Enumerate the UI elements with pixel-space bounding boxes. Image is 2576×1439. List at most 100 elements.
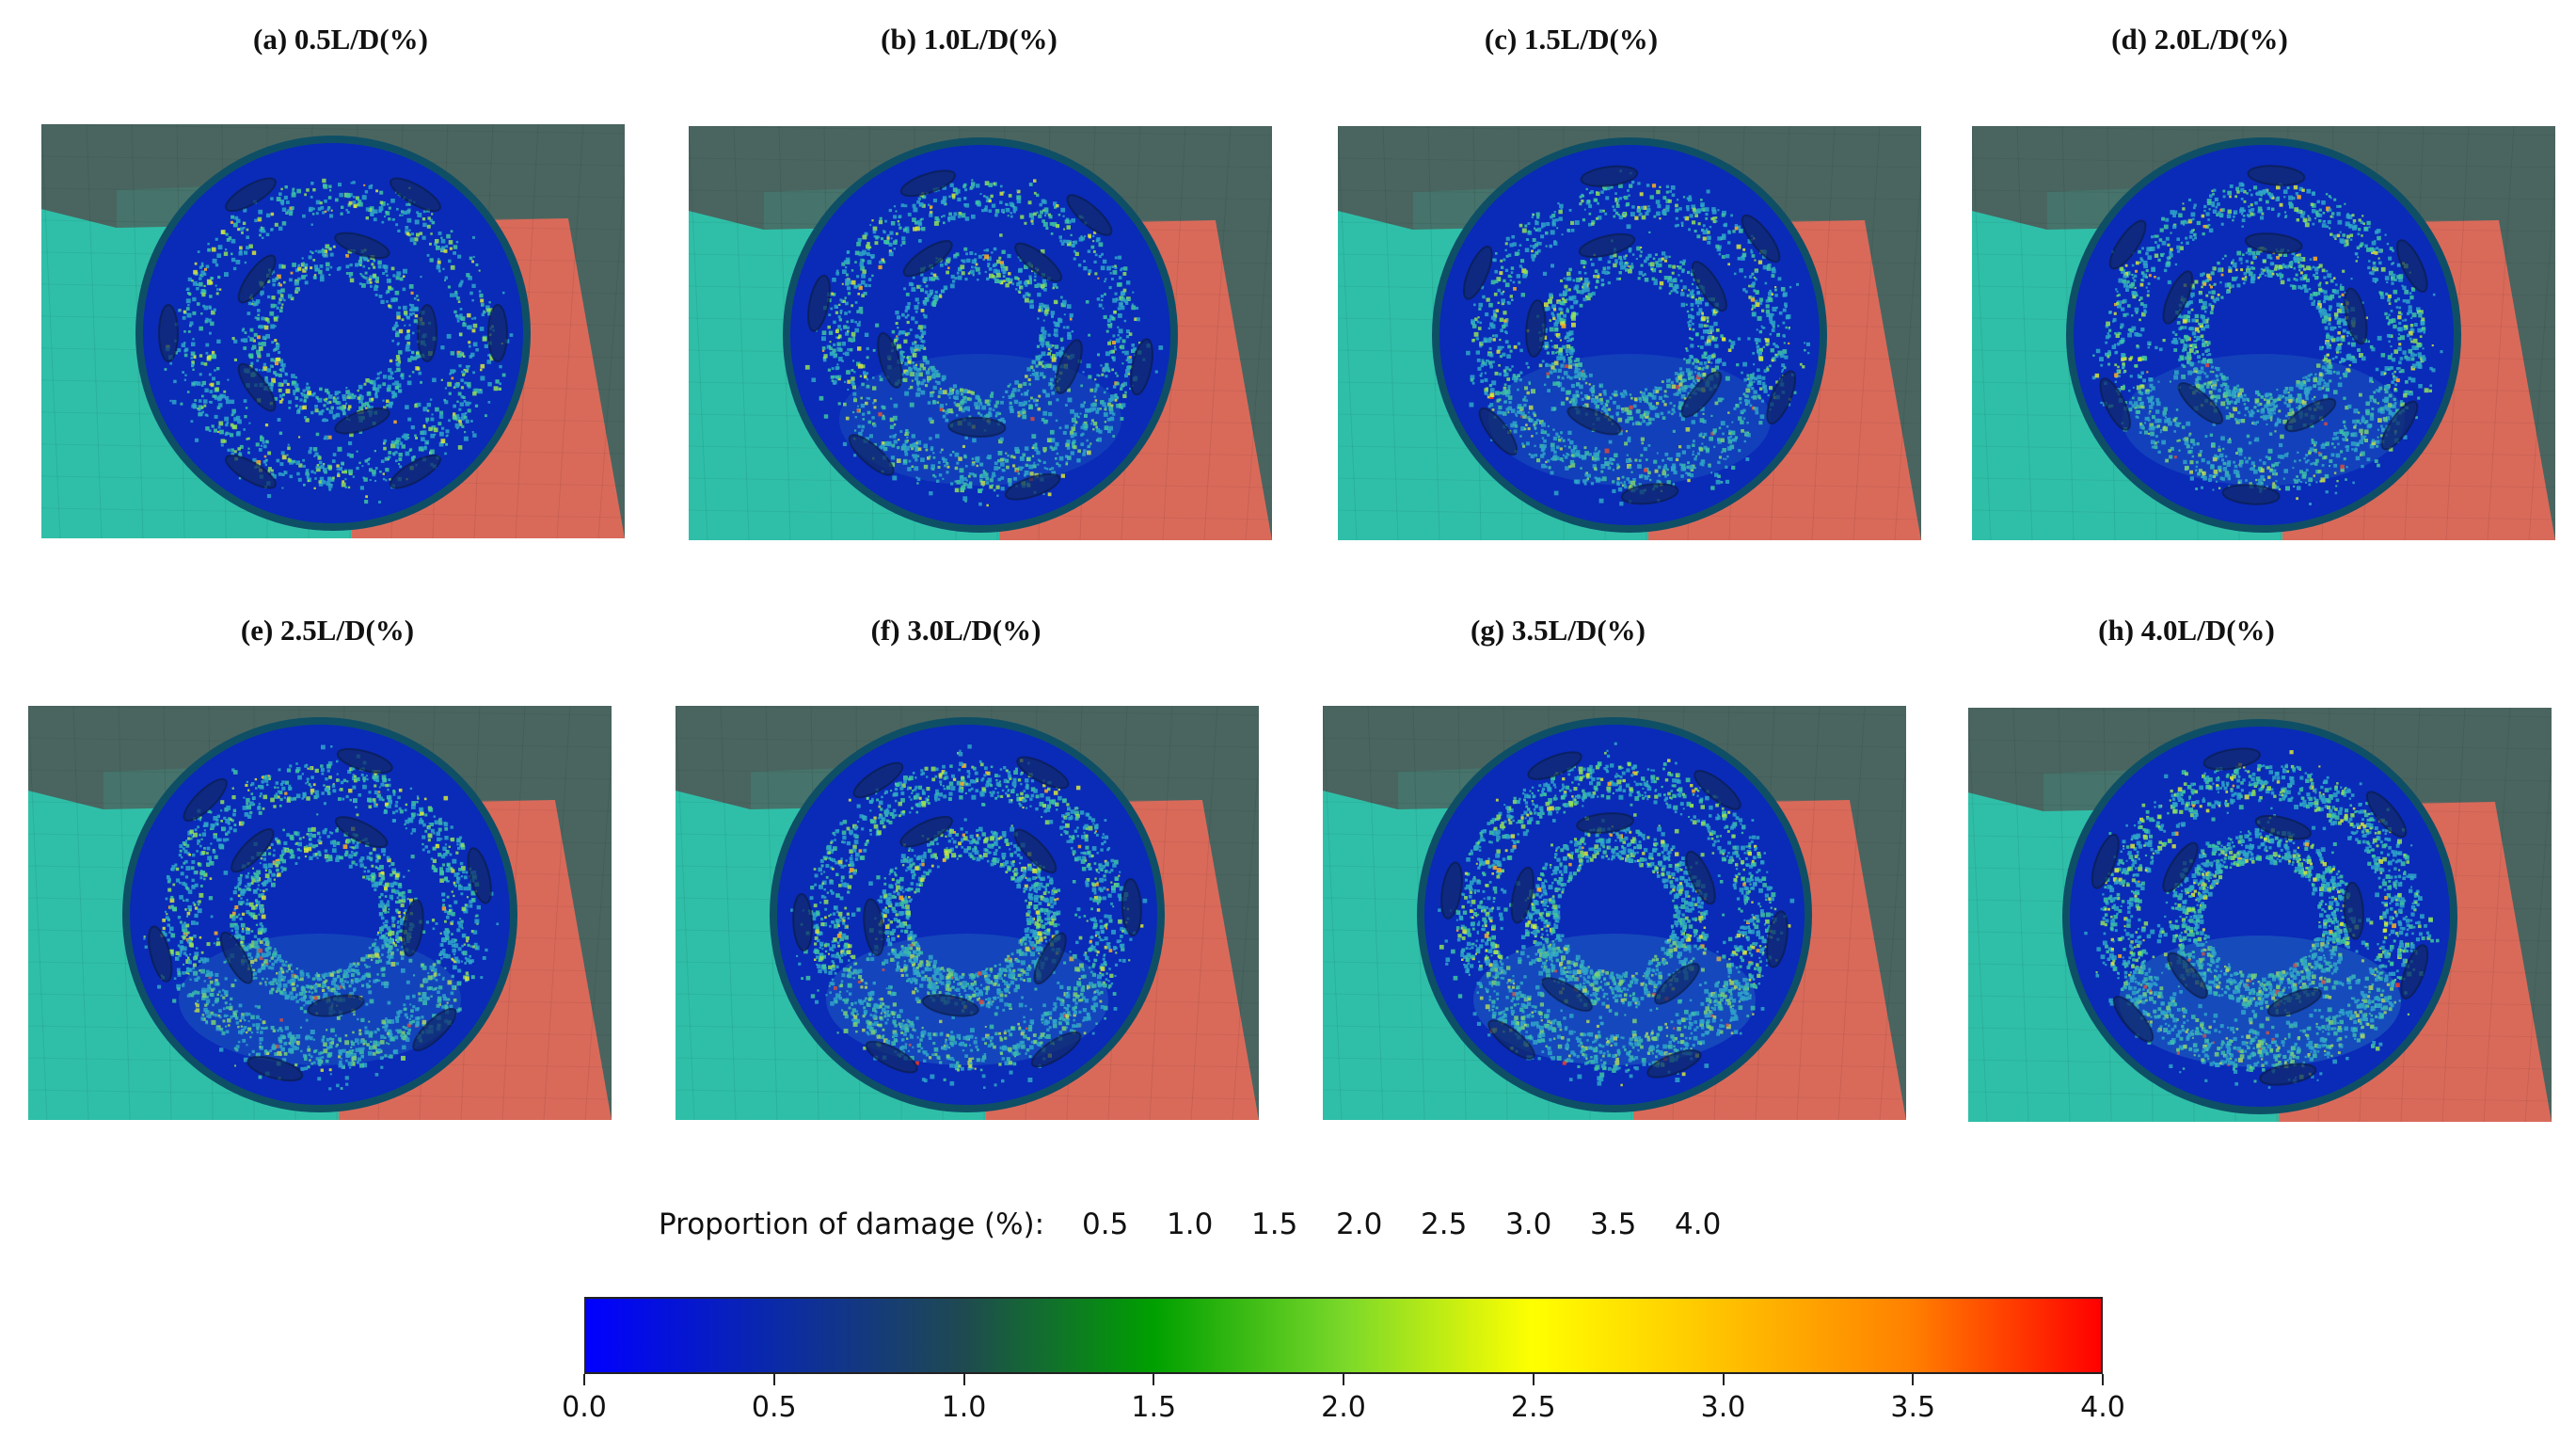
- loading-pad: [1030, 1031, 1082, 1068]
- loading-pad: [1478, 407, 1519, 456]
- loading-pad: [848, 434, 895, 476]
- loading-pad: [1654, 962, 1700, 1005]
- loading-pad: [1510, 866, 1534, 924]
- simulation-panel-e: [28, 706, 612, 1120]
- loading-pad: [807, 274, 831, 332]
- loading-pad: [947, 416, 1007, 438]
- simulation-panel-f: [676, 706, 1259, 1120]
- loading-pad: [334, 816, 389, 849]
- loading-pad: [1004, 472, 1061, 501]
- loading-pad: [158, 304, 179, 362]
- loading-pad: [2162, 270, 2194, 325]
- loading-pad: [390, 177, 441, 213]
- colorbar-tick-mark: [1532, 1374, 1534, 1385]
- loading-pad: [1054, 339, 1083, 394]
- loading-pad: [183, 777, 228, 823]
- simulation-panel-g: [1323, 706, 1906, 1120]
- colorbar-tick-label: 2.0: [1321, 1391, 1366, 1424]
- loading-pad: [1014, 242, 1063, 282]
- loading-pad: [390, 454, 441, 489]
- loading-pad: [417, 304, 437, 362]
- loading-pad: [225, 454, 277, 489]
- colorbar-tick-mark: [1153, 1374, 1155, 1385]
- panel-title-c: (c) 1.5L/D(%): [1484, 23, 1659, 56]
- loading-pad: [2400, 944, 2429, 1000]
- loading-pad: [231, 828, 275, 873]
- legend-value: 1.5: [1251, 1207, 1298, 1241]
- loading-pad: [899, 169, 957, 198]
- loading-pad: [2344, 287, 2368, 345]
- loading-pad: [402, 899, 424, 957]
- panel-title-h: (h) 4.0L/D(%): [2098, 614, 2275, 647]
- loading-pad: [1580, 165, 1639, 187]
- loading-pad: [1527, 751, 1582, 780]
- loading-pad: [2162, 841, 2199, 893]
- panel-title-d: (d) 2.0L/D(%): [2111, 23, 2288, 56]
- loading-pad: [2099, 377, 2131, 431]
- loading-pad: [2343, 881, 2364, 940]
- simulation-panel-d: [1972, 126, 2555, 540]
- loading-pad: [877, 331, 903, 389]
- colorbar-tick-mark: [2102, 1374, 2104, 1385]
- loading-pad: [1541, 977, 1593, 1013]
- loading-pad: [2202, 747, 2261, 771]
- colorbar-tick-mark: [962, 1374, 965, 1385]
- colorbar-tick-mark: [1343, 1374, 1344, 1385]
- loading-pad: [412, 1007, 457, 1052]
- loading-pad: [2221, 484, 2281, 505]
- loading-pad: [1525, 299, 1547, 358]
- loading-pad: [2259, 1063, 2317, 1086]
- colorbar-tick-label: 0.0: [562, 1391, 607, 1424]
- loading-pad: [487, 304, 508, 362]
- panel-title-e: (e) 2.5L/D(%): [240, 614, 415, 647]
- loading-pad: [1766, 910, 1789, 968]
- colorbar-tick-label: 2.5: [1510, 1391, 1556, 1424]
- loading-pad: [852, 761, 904, 799]
- loading-pad: [1066, 194, 1113, 236]
- loading-pad: [1033, 932, 1067, 985]
- legend-value: 2.0: [1336, 1207, 1383, 1241]
- legend-caption: Proportion of damage (%):: [659, 1207, 1045, 1241]
- simulation-panel-h: [1968, 708, 2552, 1122]
- colorbar-tick-label: 3.0: [1700, 1391, 1746, 1424]
- loading-pad: [1741, 214, 1781, 264]
- legend-value: 3.5: [1590, 1207, 1637, 1241]
- loading-pad: [2091, 833, 2120, 889]
- loading-pad: [1487, 1019, 1535, 1060]
- loading-pad: [1576, 812, 1634, 834]
- loading-pad: [2284, 397, 2337, 433]
- simulation-panel-c: [1338, 126, 1921, 540]
- loading-pad: [2167, 951, 2208, 999]
- panel-title-b: (b) 1.0L/D(%): [881, 23, 1057, 56]
- loading-pad: [902, 240, 953, 278]
- panel-title-a: (a) 0.5L/D(%): [253, 23, 428, 56]
- loading-pad: [1620, 483, 1679, 505]
- loading-pad: [1130, 338, 1153, 396]
- loading-pad: [2396, 239, 2428, 293]
- loading-pad: [1440, 861, 1463, 919]
- legend-value: 3.0: [1505, 1207, 1552, 1241]
- simulation-panel-a: [41, 124, 625, 538]
- loading-pad: [2108, 219, 2147, 270]
- loading-pad: [2244, 232, 2303, 255]
- loading-pad: [467, 847, 492, 904]
- colorbar: [584, 1297, 2103, 1374]
- loading-pad: [336, 747, 393, 775]
- colorbar-tick-label: 4.0: [2080, 1391, 2125, 1424]
- loading-pad: [334, 407, 390, 435]
- loading-pad: [1016, 756, 1070, 790]
- colorbar-tick-mark: [1722, 1374, 1725, 1385]
- colorbar-tick-mark: [1912, 1374, 1915, 1385]
- loading-pad: [1462, 245, 1493, 300]
- simulation-panel-b: [689, 126, 1272, 540]
- colorbar-tick-label: 1.5: [1131, 1391, 1177, 1424]
- loading-pad: [246, 1055, 304, 1082]
- loading-pad: [921, 994, 979, 1017]
- loading-pad: [237, 362, 277, 412]
- loading-pad: [1680, 371, 1723, 418]
- loading-pad: [2254, 814, 2312, 840]
- colorbar-tick-mark: [583, 1374, 585, 1385]
- loading-pad: [1578, 232, 1636, 258]
- loading-pad: [865, 1040, 918, 1074]
- specimen-disc: [143, 143, 523, 523]
